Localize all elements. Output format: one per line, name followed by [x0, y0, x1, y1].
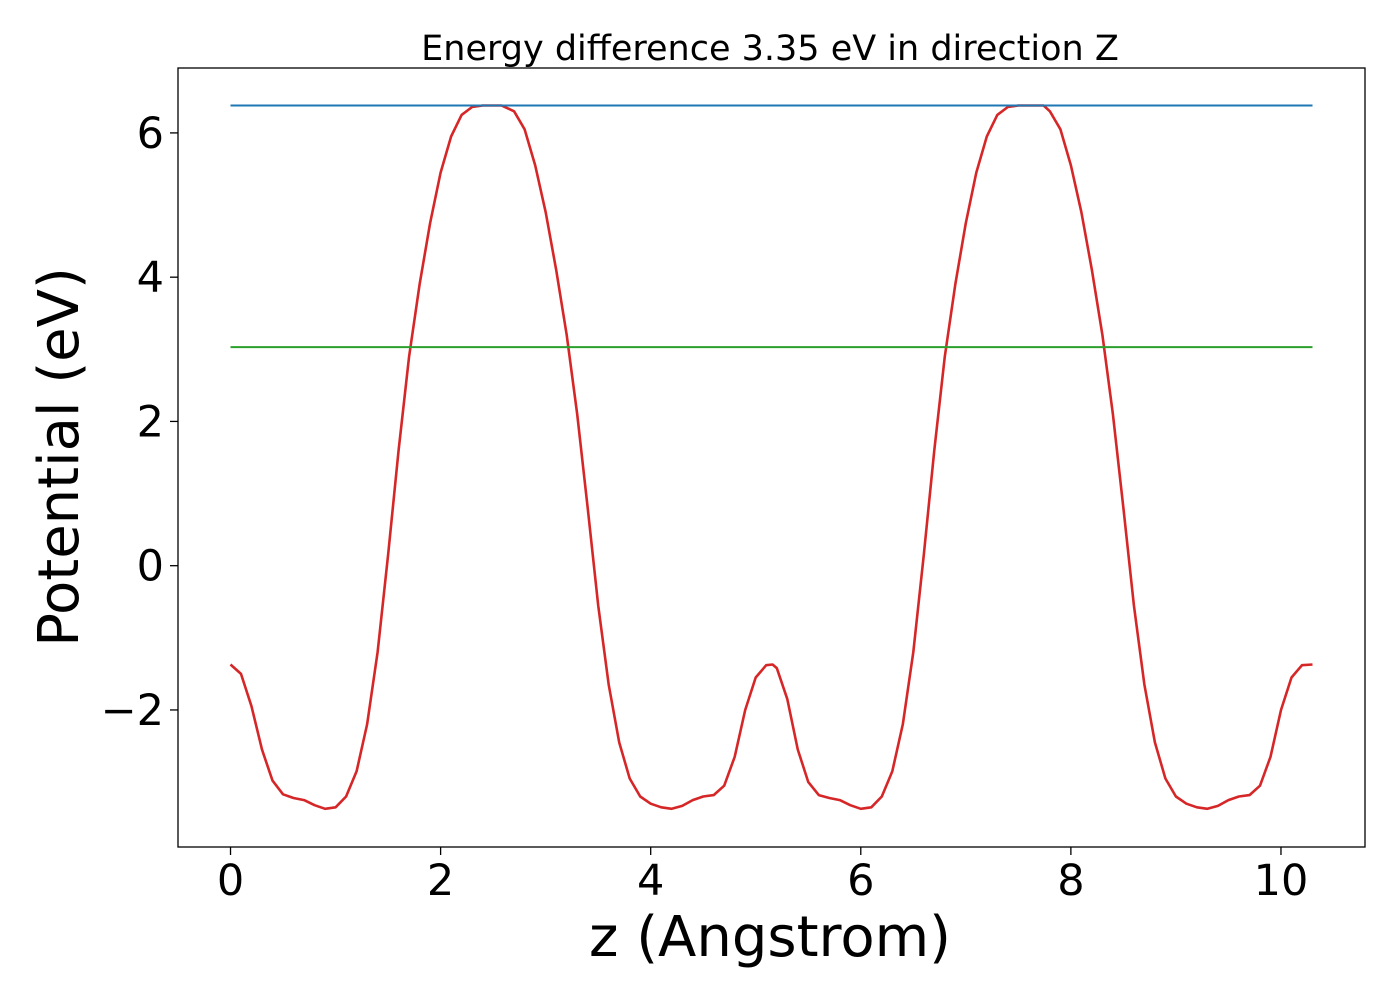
chart-title: Energy difference 3.35 eV in direction Z — [421, 29, 1119, 69]
x-tick-label: 4 — [637, 856, 664, 906]
x-tick-label: 8 — [1057, 856, 1084, 906]
y-tick-label: 0 — [137, 542, 164, 592]
x-axis-label: z (Angstrom) — [589, 905, 951, 970]
y-tick-label: −2 — [101, 686, 164, 736]
x-axis: 0 2 4 6 8 10 — [217, 847, 1308, 906]
y-tick-label: 4 — [137, 253, 164, 303]
plot-frame — [177, 67, 1366, 848]
y-axis-label: Potential (eV) — [27, 267, 92, 647]
x-tick-label: 10 — [1254, 856, 1309, 906]
x-tick-label: 0 — [217, 856, 244, 906]
x-tick-label: 6 — [847, 856, 874, 906]
y-tick-label: 2 — [137, 397, 164, 447]
x-tick-label: 2 — [427, 856, 454, 906]
series-layer — [229, 104, 1313, 811]
y-axis: −2 0 2 4 6 — [101, 109, 178, 736]
series-line-potential-curve — [229, 104, 1313, 811]
y-tick-label: 6 — [137, 109, 164, 159]
